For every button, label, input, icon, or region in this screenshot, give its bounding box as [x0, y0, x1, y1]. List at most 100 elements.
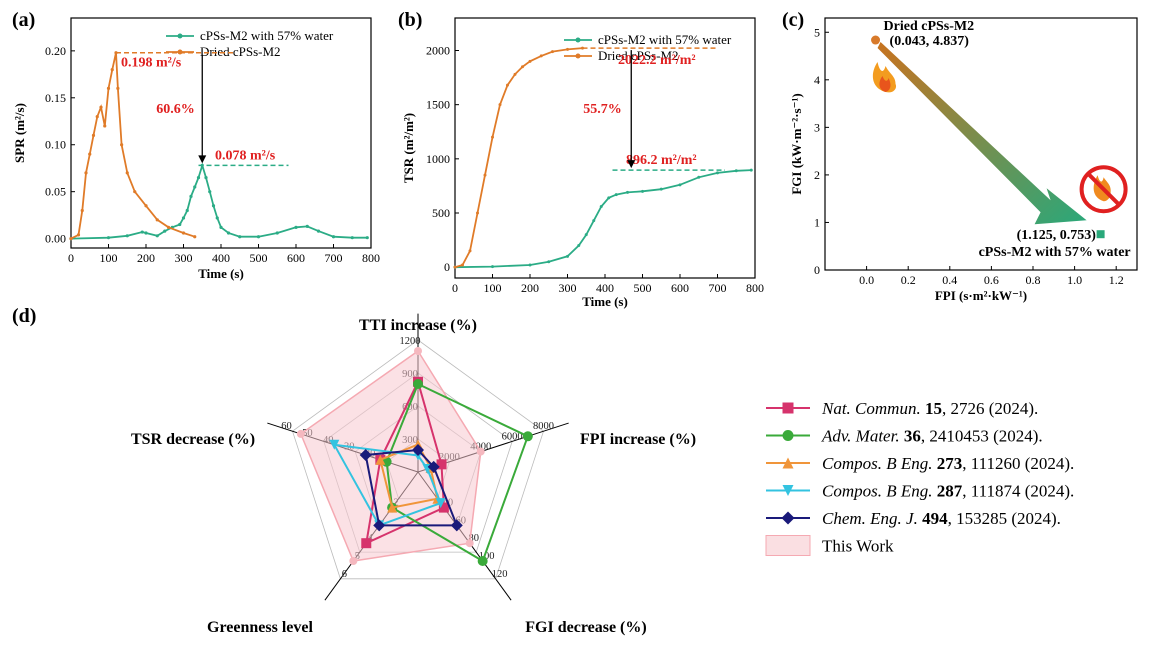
- wet-series-point: [734, 169, 738, 173]
- y-axis-title: TSR (m²/m²): [401, 113, 416, 183]
- x-axis-title: Time (s): [198, 266, 244, 281]
- x-tick-label: 1.0: [1067, 273, 1082, 287]
- y-tick-label: 0: [444, 260, 450, 274]
- series-marker: [361, 538, 372, 549]
- wet-peak-label: 896.2 m²/m²: [626, 153, 697, 168]
- wet-series-point: [584, 233, 588, 237]
- y-tick-label: 0: [814, 263, 820, 277]
- y-tick-label: 500: [432, 206, 450, 220]
- wet-series-line: [70, 162, 368, 240]
- series-marker: [436, 459, 447, 470]
- x-tick-label: 800: [362, 251, 380, 265]
- wet-series-point: [181, 216, 186, 220]
- series-marker: [412, 444, 424, 456]
- wet-series-point: [305, 224, 309, 229]
- dried-series-point: [483, 173, 487, 177]
- radar-axis-label: FPI increase (%): [580, 431, 696, 448]
- wet-point: [1096, 230, 1105, 239]
- y-tick-label: 1500: [426, 98, 450, 112]
- legend-label: cPSs-M2 with 57% water: [598, 32, 732, 47]
- radar-tick-label: 1200: [400, 336, 421, 347]
- y-tick-label: 5: [814, 25, 820, 39]
- wet-series-point: [491, 265, 494, 269]
- wet-series-point: [365, 236, 369, 240]
- reference-entry: Chem. Eng. J. 494, 153285 (2024).: [822, 509, 1061, 528]
- wet-series-point: [219, 225, 223, 229]
- wet-series-point: [196, 175, 201, 180]
- y-tick-label: 0.20: [45, 44, 66, 58]
- reference-journal: Compos. B Eng.: [822, 482, 937, 501]
- dried-series-point: [69, 237, 73, 241]
- panel-b: (b) 0 100 200 300 400 500 600 700 800 0 500 1000 1500…: [398, 9, 764, 309]
- dried-point-name: Dried cPSs-M2: [884, 19, 975, 34]
- dried-series-point: [125, 171, 129, 175]
- series-marker: [477, 555, 488, 566]
- wet-series-point: [140, 230, 144, 234]
- series-marker: [387, 502, 398, 513]
- x-tick-label: 0: [452, 281, 458, 295]
- legend-label: Dried cPSs-M2: [200, 44, 281, 59]
- panel-a: (a) 0 100 200 300 400 500 600 700 800 0.00 0.05 0.10…: [12, 9, 380, 281]
- radar-axis-label: Greenness level: [207, 619, 313, 636]
- dried-series-point: [84, 171, 88, 175]
- radar-tick-label: 60: [281, 421, 292, 432]
- y-tick-label: 1: [814, 215, 820, 229]
- wet-series-point: [350, 236, 354, 240]
- y-axis-title: FGI (kW·m⁻²·s⁻¹): [789, 93, 804, 194]
- x-tick-label: 1.2: [1109, 273, 1124, 287]
- dried-series-point: [528, 59, 532, 63]
- radar-tick-label: 100: [479, 551, 495, 562]
- wet-series-point: [106, 236, 111, 240]
- panel-label-c: (c): [782, 9, 804, 31]
- x-tick-label: 0.6: [984, 273, 999, 287]
- dried-series-point: [103, 124, 107, 128]
- radar-axis-label: TTI increase (%): [359, 317, 477, 334]
- reference-rest: , 2726 (2024).: [942, 399, 1038, 418]
- dried-series-point: [461, 263, 464, 267]
- dried-series-point: [468, 249, 472, 253]
- series-marker: [782, 430, 794, 441]
- reference-journal: Compos. B Eng.: [822, 454, 937, 473]
- dried-series-point: [155, 218, 159, 222]
- wet-point-coord: (1.125, 0.753): [1017, 228, 1097, 243]
- x-tick-label: 700: [325, 251, 343, 265]
- dried-series-point: [116, 86, 120, 91]
- series-marker: [438, 502, 449, 513]
- dried-series-point: [76, 233, 81, 237]
- y-tick-label: 0.05: [45, 185, 66, 199]
- reduction-label: 55.7%: [583, 102, 622, 117]
- wet-series-point: [547, 260, 551, 264]
- radar-tick-label: 8000: [533, 421, 554, 432]
- wet-series-point: [749, 168, 753, 172]
- wet-series-point: [204, 175, 208, 180]
- this-work-point: [465, 539, 474, 548]
- dried-series-point: [120, 143, 124, 147]
- series-marker: [450, 519, 463, 532]
- dried-series-point: [551, 50, 554, 54]
- radar-tick-label: 6: [342, 569, 347, 580]
- x-tick-label: 200: [137, 251, 155, 265]
- x-tick-label: 100: [100, 251, 118, 265]
- series-marker: [782, 402, 794, 414]
- this-work-label: This Work: [822, 537, 894, 556]
- wet-series-point: [697, 175, 701, 179]
- y-tick-label: 0.00: [45, 232, 66, 246]
- x-tick-label: 600: [671, 281, 689, 295]
- dried-series-line: [70, 52, 196, 240]
- wet-series-point: [185, 208, 189, 213]
- wet-series-line: [454, 169, 752, 269]
- wet-peak-label: 0.078 m²/s: [215, 148, 276, 163]
- wet-series-point: [178, 222, 182, 227]
- x-tick-label: 100: [484, 281, 502, 295]
- trend-arrow: [877, 42, 1087, 225]
- plot-frame: [824, 17, 1138, 271]
- x-tick-label: 400: [212, 251, 230, 265]
- y-tick-label: 3: [814, 120, 820, 134]
- this-work-point: [349, 556, 358, 565]
- wet-series-point: [678, 183, 682, 187]
- y-tick-label: 0.15: [45, 91, 66, 105]
- wet-series-point: [208, 190, 212, 194]
- reduction-arrowhead: [198, 155, 207, 164]
- legend-marker: [575, 53, 581, 59]
